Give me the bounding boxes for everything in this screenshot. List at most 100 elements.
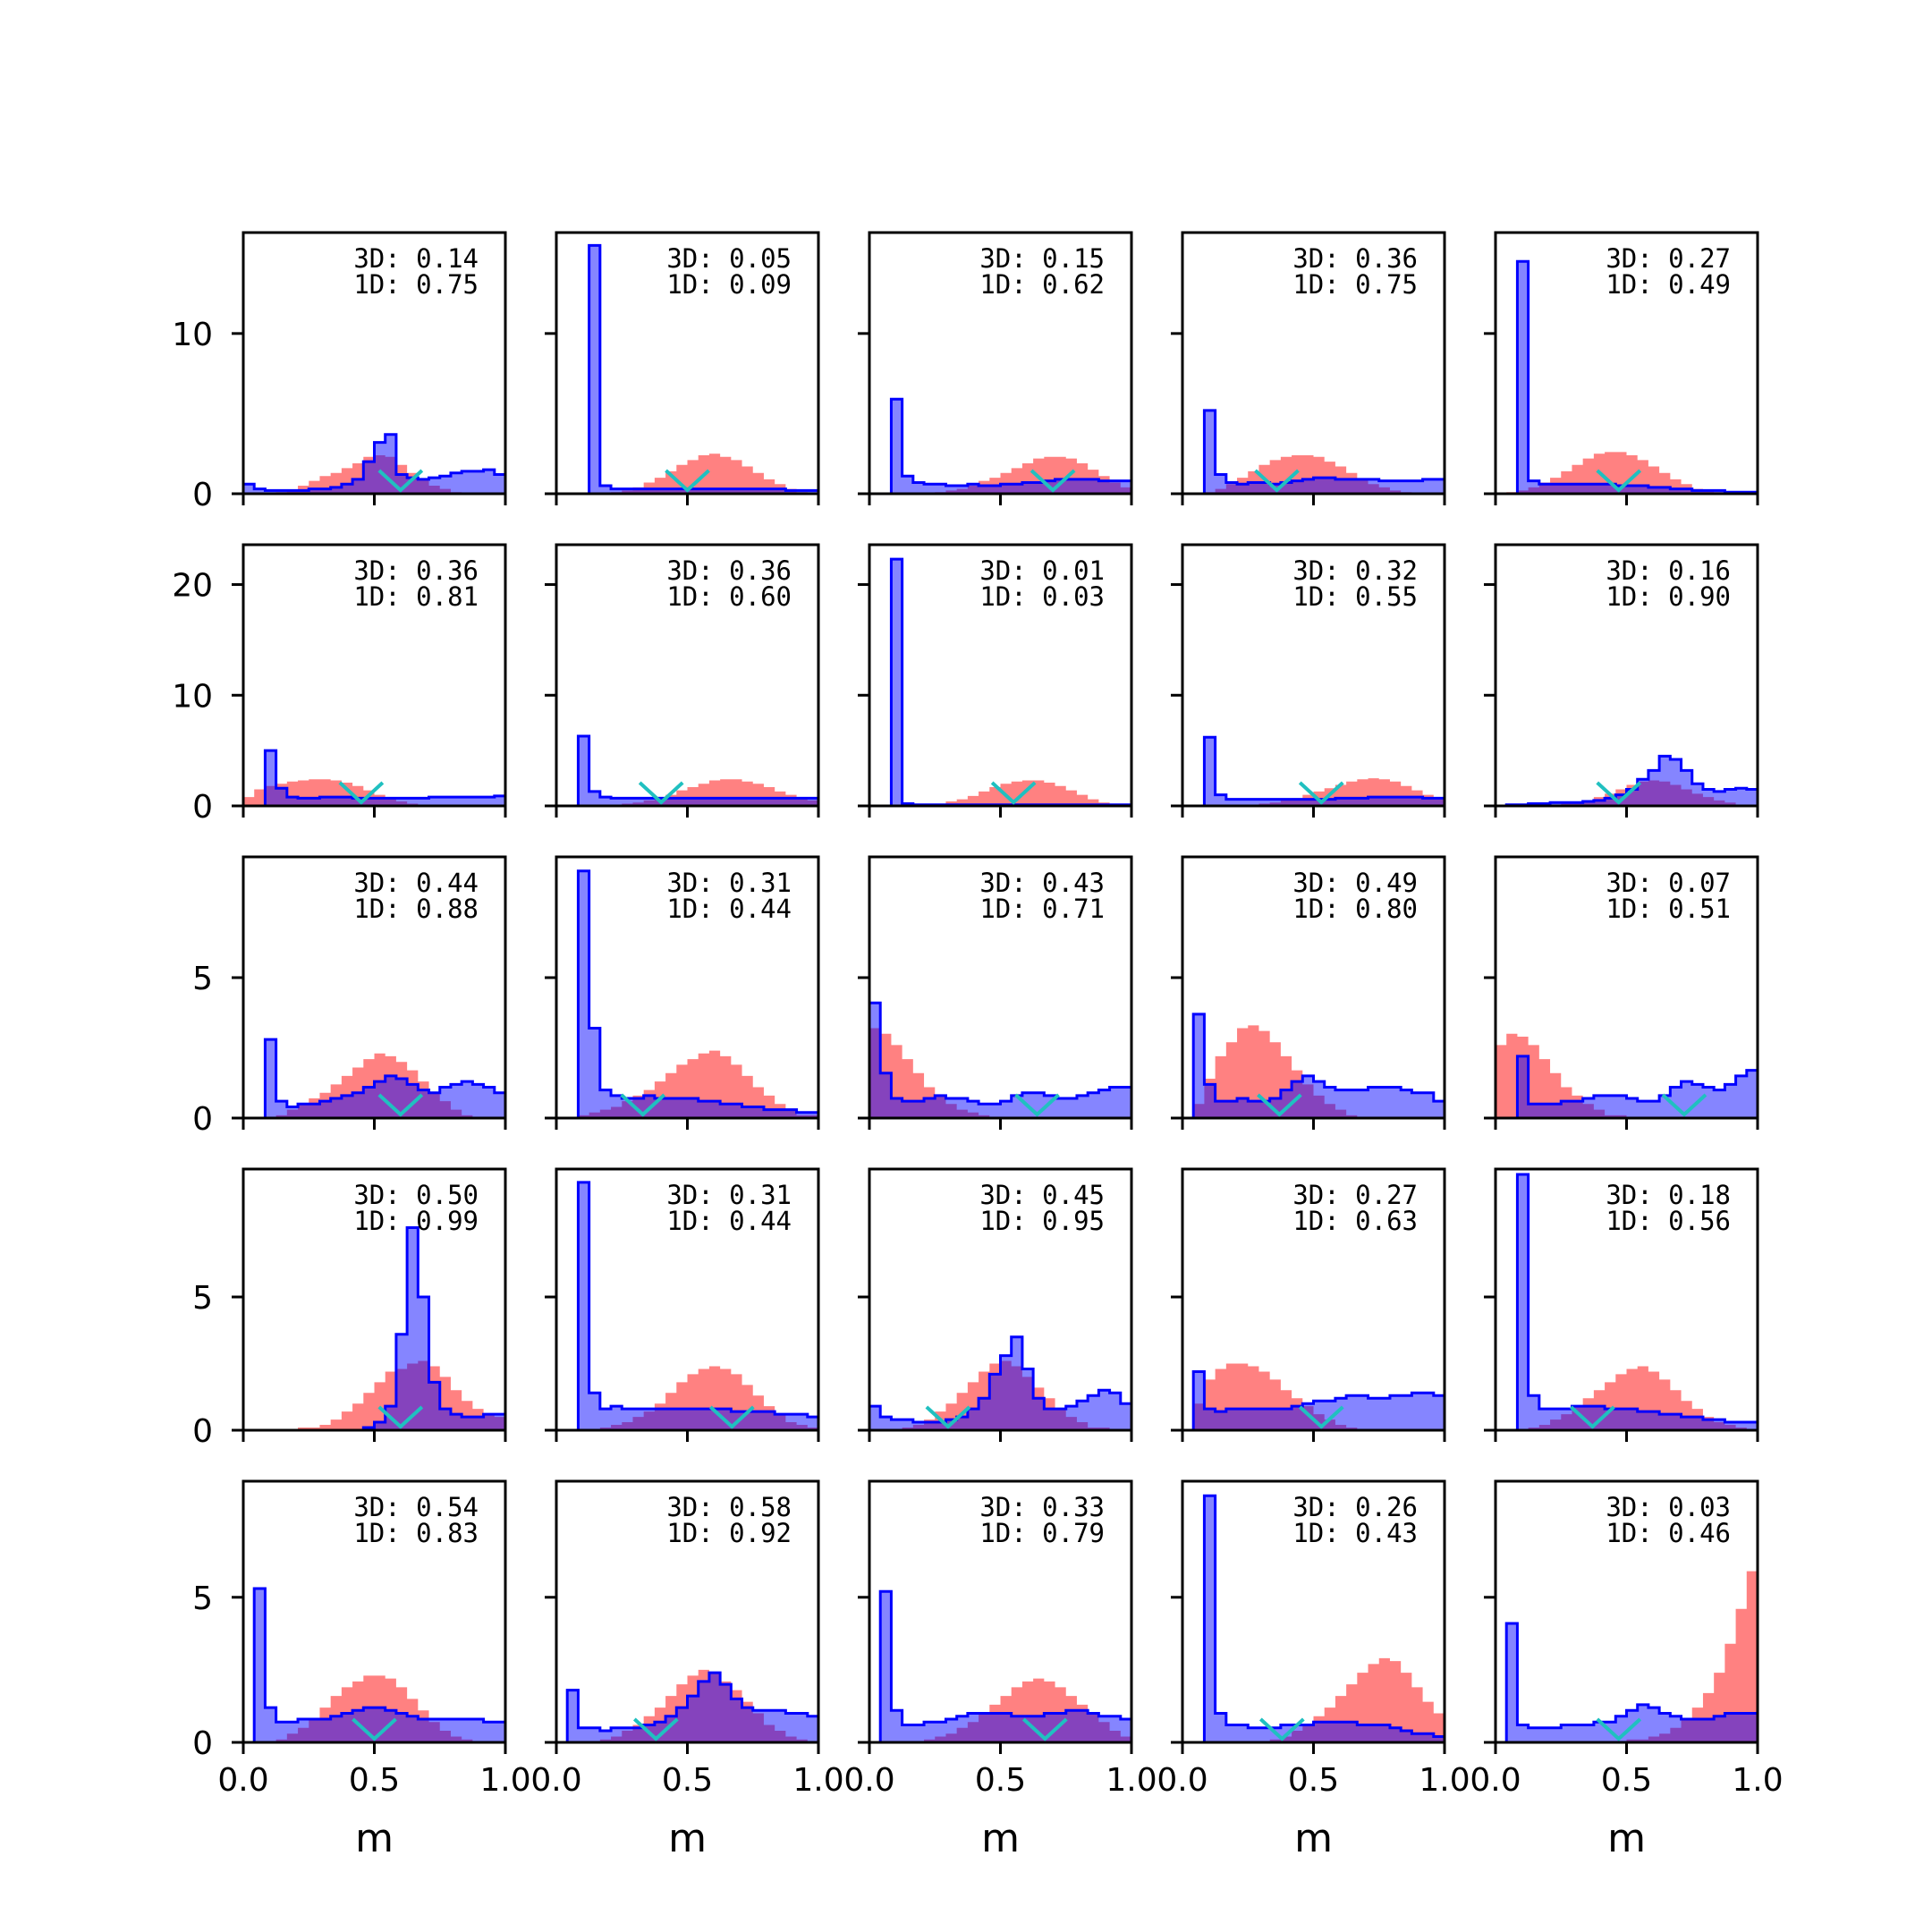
marker-v — [1570, 1405, 1615, 1429]
histogram-blue-fill — [1182, 410, 1445, 494]
marker-v — [990, 781, 1037, 805]
annotation-1d: 1D: 0.79 — [979, 1518, 1105, 1548]
histogram-red — [1496, 1366, 1758, 1430]
panel-plot-area — [556, 1669, 818, 1742]
annotation-3d: 3D: 0.01 — [979, 555, 1105, 586]
annotation-3d: 3D: 0.36 — [353, 555, 479, 586]
histogram-blue-outline — [243, 1587, 505, 1742]
histogram-red — [243, 455, 505, 494]
annotation-3d: 3D: 0.03 — [1606, 1492, 1731, 1522]
annotation-3d: 3D: 0.14 — [353, 243, 479, 274]
panel-plot-area — [869, 1589, 1131, 1742]
annotation-1d: 1D: 0.09 — [666, 269, 792, 300]
annotation-1d: 1D: 0.81 — [353, 581, 479, 612]
panel-plot-area — [1182, 409, 1445, 494]
marker-v — [1596, 781, 1642, 805]
panel-plot-area — [556, 734, 818, 806]
histogram-blue-outline — [243, 1038, 505, 1118]
histogram-blue-fill — [869, 399, 1131, 494]
annotation-1d: 1D: 0.80 — [1292, 894, 1418, 924]
x-tick-label: 0.0 — [1157, 1762, 1208, 1799]
annotation-1d: 1D: 0.75 — [353, 269, 479, 300]
annotation-3d: 3D: 0.36 — [1292, 243, 1418, 274]
x-tick-label: 1.0 — [1419, 1762, 1470, 1799]
annotation-3d: 3D: 0.44 — [353, 868, 479, 898]
panel-plot-area — [243, 1038, 505, 1118]
annotation-3d: 3D: 0.58 — [666, 1492, 792, 1522]
histogram-red — [1496, 1571, 1758, 1742]
marker-v — [638, 781, 684, 805]
histogram-blue-fill — [243, 1039, 505, 1118]
annotation-1d: 1D: 0.83 — [353, 1518, 479, 1548]
histogram-blue-outline — [243, 1226, 505, 1430]
y-tick-label: 10 — [172, 678, 213, 715]
histogram-blue-fill — [869, 559, 1131, 806]
histogram-blue-fill — [243, 750, 505, 806]
annotation-3d: 3D: 0.26 — [1292, 1492, 1418, 1522]
histogram-red — [869, 780, 1131, 806]
histogram-blue-outline — [1496, 1173, 1758, 1430]
marker-v — [708, 1405, 755, 1429]
y-tick-label: 0 — [192, 1101, 213, 1138]
marker-v — [1298, 781, 1344, 805]
y-tick-label: 5 — [192, 1580, 213, 1617]
x-tick-label: 0.5 — [975, 1762, 1026, 1799]
histogram-blue-fill — [1496, 1174, 1758, 1430]
histogram-blue-outline — [243, 433, 505, 494]
panel-plot-area — [1182, 1494, 1445, 1742]
panel-plot-area — [243, 433, 505, 494]
histogram-blue-outline — [1182, 409, 1445, 494]
marker-v — [377, 1093, 424, 1117]
marker-v — [1596, 469, 1642, 493]
annotation-1d: 1D: 0.71 — [979, 894, 1105, 924]
annotation-1d: 1D: 0.88 — [353, 894, 479, 924]
marker-v — [925, 1405, 971, 1429]
annotation-3d: 3D: 0.50 — [353, 1180, 479, 1210]
x-tick-label: 0.5 — [1601, 1762, 1652, 1799]
annotation-3d: 3D: 0.43 — [979, 868, 1105, 898]
panel-plot-area — [869, 397, 1131, 494]
histogram-red — [556, 1366, 818, 1430]
marker-v — [377, 469, 424, 493]
x-axis-label: m — [981, 1816, 1020, 1861]
histogram-blue-outline — [556, 243, 818, 494]
annotation-3d: 3D: 0.31 — [666, 868, 792, 898]
histogram-blue-outline — [556, 869, 818, 1118]
marker-v — [1257, 1093, 1302, 1117]
panel-plot-area — [869, 1335, 1131, 1430]
annotation-3d: 3D: 0.33 — [979, 1492, 1105, 1522]
histogram-blue-outline — [556, 1671, 818, 1742]
histogram-blue-fill — [1182, 737, 1445, 806]
annotation-3d: 3D: 0.45 — [979, 1180, 1105, 1210]
panel-plot-area — [243, 1587, 505, 1742]
panel-plot-area — [1496, 1173, 1758, 1430]
annotation-3d: 3D: 0.27 — [1292, 1180, 1418, 1210]
histogram-blue-fill — [1182, 1496, 1445, 1742]
histogram-red — [869, 456, 1131, 494]
histogram-red — [1182, 1657, 1445, 1742]
panel-plot-area — [243, 749, 505, 806]
annotation-1d: 1D: 0.56 — [1606, 1206, 1731, 1236]
panel-plot-area — [1182, 1013, 1445, 1118]
histogram-blue-fill — [1496, 756, 1758, 806]
annotation-1d: 1D: 0.75 — [1292, 269, 1418, 300]
histogram-blue-outline — [1496, 259, 1758, 494]
y-tick-label: 0 — [192, 789, 213, 826]
x-tick-label: 1.0 — [1106, 1762, 1157, 1799]
histogram-blue-fill — [869, 1591, 1131, 1742]
annotation-3d: 3D: 0.18 — [1606, 1180, 1731, 1210]
annotation-3d: 3D: 0.16 — [1606, 555, 1731, 586]
